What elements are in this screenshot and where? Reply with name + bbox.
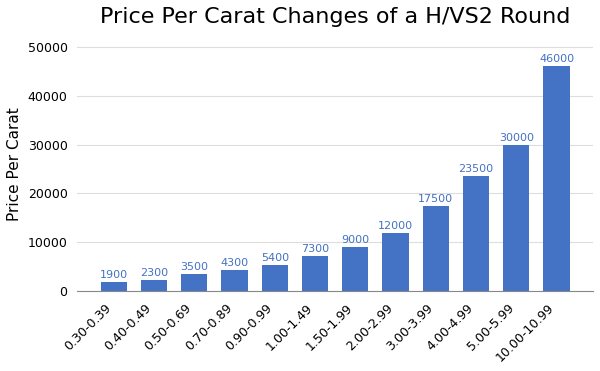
Bar [141, 280, 167, 291]
Bar [463, 176, 489, 291]
Text: 2300: 2300 [140, 268, 168, 278]
Bar [101, 282, 127, 291]
Text: 12000: 12000 [378, 221, 413, 231]
Bar [382, 233, 409, 291]
Text: 5400: 5400 [260, 253, 289, 263]
Bar [262, 265, 288, 291]
Bar [302, 256, 328, 291]
Bar [422, 206, 449, 291]
Text: 46000: 46000 [539, 54, 574, 64]
Text: 3500: 3500 [180, 262, 208, 272]
Text: 9000: 9000 [341, 235, 370, 245]
Bar [503, 145, 529, 291]
Text: 30000: 30000 [499, 132, 534, 142]
Bar [221, 270, 248, 291]
Bar [181, 274, 208, 291]
Text: 7300: 7300 [301, 244, 329, 254]
Y-axis label: Price Per Carat: Price Per Carat [7, 107, 22, 221]
Bar [544, 66, 569, 291]
Title: Price Per Carat Changes of a H/VS2 Round: Price Per Carat Changes of a H/VS2 Round [100, 7, 571, 27]
Text: 23500: 23500 [458, 164, 494, 174]
Bar [342, 247, 368, 291]
Text: 1900: 1900 [100, 270, 128, 280]
Text: 4300: 4300 [220, 258, 248, 268]
Text: 17500: 17500 [418, 194, 454, 204]
